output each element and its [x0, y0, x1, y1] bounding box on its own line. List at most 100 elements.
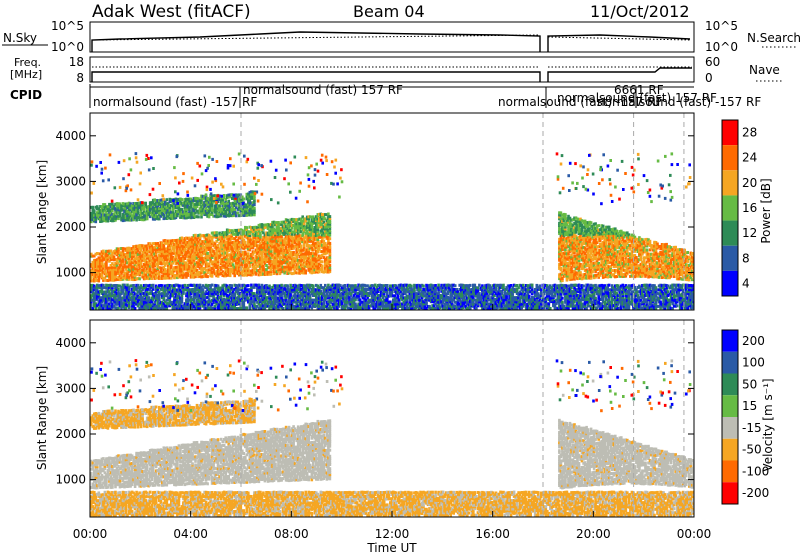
power-cell	[132, 245, 135, 249]
power-cell	[94, 217, 98, 221]
power-cell	[313, 233, 317, 237]
power-cell	[118, 210, 122, 214]
power-cell	[269, 270, 273, 273]
power-cell	[299, 230, 303, 234]
power-cell	[280, 267, 283, 271]
power-cell	[210, 236, 214, 239]
power-cell	[621, 262, 625, 266]
power-cell	[269, 256, 273, 260]
power-cell	[251, 244, 255, 248]
power-cell	[228, 195, 232, 199]
power-cell	[674, 262, 677, 266]
power-cell	[307, 246, 310, 249]
power-cell	[177, 206, 181, 210]
power-cell	[312, 232, 315, 236]
power-cell	[133, 214, 137, 218]
power-cell	[182, 244, 185, 248]
power-cell	[591, 241, 594, 245]
power-cell	[251, 211, 255, 215]
power-cell	[115, 249, 119, 253]
power-cell	[635, 256, 638, 259]
power-cell	[247, 209, 250, 213]
power-cell	[269, 266, 273, 269]
power-cell	[130, 214, 134, 218]
power-cell	[263, 258, 267, 261]
power-cell	[195, 271, 199, 275]
power-cell	[561, 227, 564, 231]
power-cell	[203, 234, 206, 238]
power-cell	[145, 267, 149, 271]
power-cell	[561, 230, 564, 234]
power-cell	[290, 253, 294, 257]
power-cell	[230, 234, 233, 238]
power-cell	[671, 270, 674, 274]
power-cell	[274, 228, 277, 232]
power-cell	[136, 245, 140, 248]
power-cell	[650, 271, 653, 275]
power-cell	[284, 253, 288, 257]
power-cell	[580, 237, 584, 241]
cpid-entry-3: normalsound (fast) -157 RF	[498, 95, 662, 109]
power-cell	[280, 241, 283, 245]
power-cell	[662, 249, 665, 253]
freq-trace	[91, 67, 692, 82]
power-cell	[207, 207, 211, 210]
power-cell	[216, 258, 220, 262]
power-cell	[653, 244, 656, 248]
power-cell	[228, 259, 232, 263]
power-cell	[165, 272, 169, 276]
power-cell	[318, 268, 321, 272]
power-cell	[618, 240, 622, 243]
power-cell	[210, 262, 214, 266]
power-cell	[250, 211, 253, 215]
power-cell	[114, 251, 117, 255]
power-cell	[159, 276, 163, 280]
power-cell	[325, 244, 329, 248]
power-cell	[179, 265, 182, 269]
power-cell	[559, 236, 563, 240]
power-cell	[305, 240, 309, 244]
power-cell	[154, 211, 158, 215]
power-cell	[638, 264, 641, 268]
power-cell	[585, 223, 588, 227]
power-cell	[609, 228, 612, 232]
power-cell	[182, 257, 185, 260]
power-cell	[206, 256, 209, 260]
power-cell	[595, 224, 599, 228]
power-cell	[274, 253, 277, 257]
power-cell	[96, 278, 99, 282]
power-cell	[233, 272, 236, 276]
power-cell	[227, 204, 230, 208]
power-cell	[583, 269, 587, 273]
power-cell	[305, 244, 309, 248]
power-cell	[198, 252, 202, 256]
power-cell	[132, 273, 135, 277]
power-cell	[186, 255, 190, 259]
power-cell	[242, 214, 246, 217]
power-cell	[183, 210, 187, 213]
power-cell	[632, 262, 635, 266]
power-cell	[304, 228, 307, 232]
power-cell	[132, 267, 135, 271]
power-cell	[283, 255, 286, 259]
power-cell	[206, 268, 209, 272]
power-cell	[571, 247, 575, 251]
power-cell	[233, 269, 236, 273]
power-cell	[127, 248, 131, 252]
power-cell	[277, 237, 280, 241]
power-cell	[164, 202, 167, 206]
power-cell	[656, 261, 659, 265]
power-cell	[207, 211, 211, 214]
power-cell	[207, 235, 211, 239]
power-cell	[607, 236, 611, 240]
power-cell	[167, 265, 170, 269]
power-cell	[254, 232, 258, 236]
power-cell	[156, 262, 159, 266]
power-cell	[324, 247, 327, 251]
power-cell	[260, 268, 264, 272]
power-cell	[594, 239, 597, 242]
power-cell	[286, 242, 289, 246]
power-cell	[324, 245, 327, 249]
power-cell	[600, 255, 603, 259]
power-cell	[224, 257, 227, 261]
